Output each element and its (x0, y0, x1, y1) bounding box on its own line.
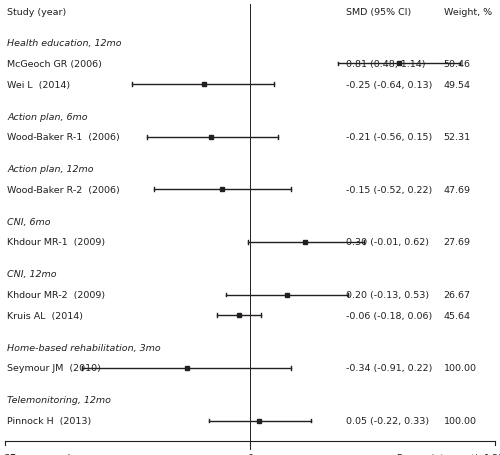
Text: -0.21 (-0.56, 0.15): -0.21 (-0.56, 0.15) (346, 133, 432, 142)
Text: 50.46: 50.46 (444, 60, 470, 69)
Text: Khdour MR-1  (2009): Khdour MR-1 (2009) (8, 238, 106, 247)
Text: 27.69: 27.69 (444, 238, 470, 247)
Text: 0.20 (-0.13, 0.53): 0.20 (-0.13, 0.53) (346, 290, 428, 299)
Text: CNI, 6mo: CNI, 6mo (8, 217, 51, 226)
Text: Wood-Baker R-1  (2006): Wood-Baker R-1 (2006) (8, 133, 120, 142)
Text: Favour usual care: Favour usual care (10, 453, 94, 455)
Text: Seymour JM  (2010): Seymour JM (2010) (8, 364, 102, 373)
Text: Health education, 12mo: Health education, 12mo (8, 39, 122, 48)
Text: Action plan, 12mo: Action plan, 12mo (8, 165, 94, 174)
Text: McGeoch GR (2006): McGeoch GR (2006) (8, 60, 102, 69)
Text: 0.30 (-0.01, 0.62): 0.30 (-0.01, 0.62) (346, 238, 428, 247)
Text: 0.05 (-0.22, 0.33): 0.05 (-0.22, 0.33) (346, 416, 428, 425)
Text: 52.31: 52.31 (444, 133, 470, 142)
Text: 100.00: 100.00 (444, 364, 476, 373)
Text: Khdour MR-2  (2009): Khdour MR-2 (2009) (8, 290, 106, 299)
Text: -0.25 (-0.64, 0.13): -0.25 (-0.64, 0.13) (346, 81, 432, 89)
Text: Telemonitoring, 12mo: Telemonitoring, 12mo (8, 395, 112, 404)
Text: 0.81 (0.48, 1.14): 0.81 (0.48, 1.14) (346, 60, 425, 69)
Text: 0: 0 (247, 453, 253, 455)
Text: Wood-Baker R-2  (2006): Wood-Baker R-2 (2006) (8, 186, 120, 194)
Text: 1.33: 1.33 (484, 453, 500, 455)
Text: 47.69: 47.69 (444, 186, 470, 194)
Text: Wei L  (2014): Wei L (2014) (8, 81, 70, 89)
Text: 45.64: 45.64 (444, 311, 470, 320)
Text: -0.34 (-0.91, 0.22): -0.34 (-0.91, 0.22) (346, 364, 432, 373)
Text: -0.06 (-0.18, 0.06): -0.06 (-0.18, 0.06) (346, 311, 432, 320)
Text: CNI, 12mo: CNI, 12mo (8, 270, 57, 279)
Text: -1.33: -1.33 (0, 453, 18, 455)
Text: Kruis AL  (2014): Kruis AL (2014) (8, 311, 84, 320)
Text: Home-based rehabilitation, 3mo: Home-based rehabilitation, 3mo (8, 343, 161, 352)
Text: Action plan, 6mo: Action plan, 6mo (8, 112, 88, 121)
Text: 49.54: 49.54 (444, 81, 470, 89)
Text: SMD (95% CI): SMD (95% CI) (346, 8, 411, 17)
Text: Weight, %: Weight, % (444, 8, 492, 17)
Text: Pinnock H  (2013): Pinnock H (2013) (8, 416, 91, 425)
Text: Favour intervention: Favour intervention (398, 453, 490, 455)
Text: 26.67: 26.67 (444, 290, 470, 299)
Text: Study (year): Study (year) (8, 8, 66, 17)
Text: 100.00: 100.00 (444, 416, 476, 425)
Text: -0.15 (-0.52, 0.22): -0.15 (-0.52, 0.22) (346, 186, 432, 194)
